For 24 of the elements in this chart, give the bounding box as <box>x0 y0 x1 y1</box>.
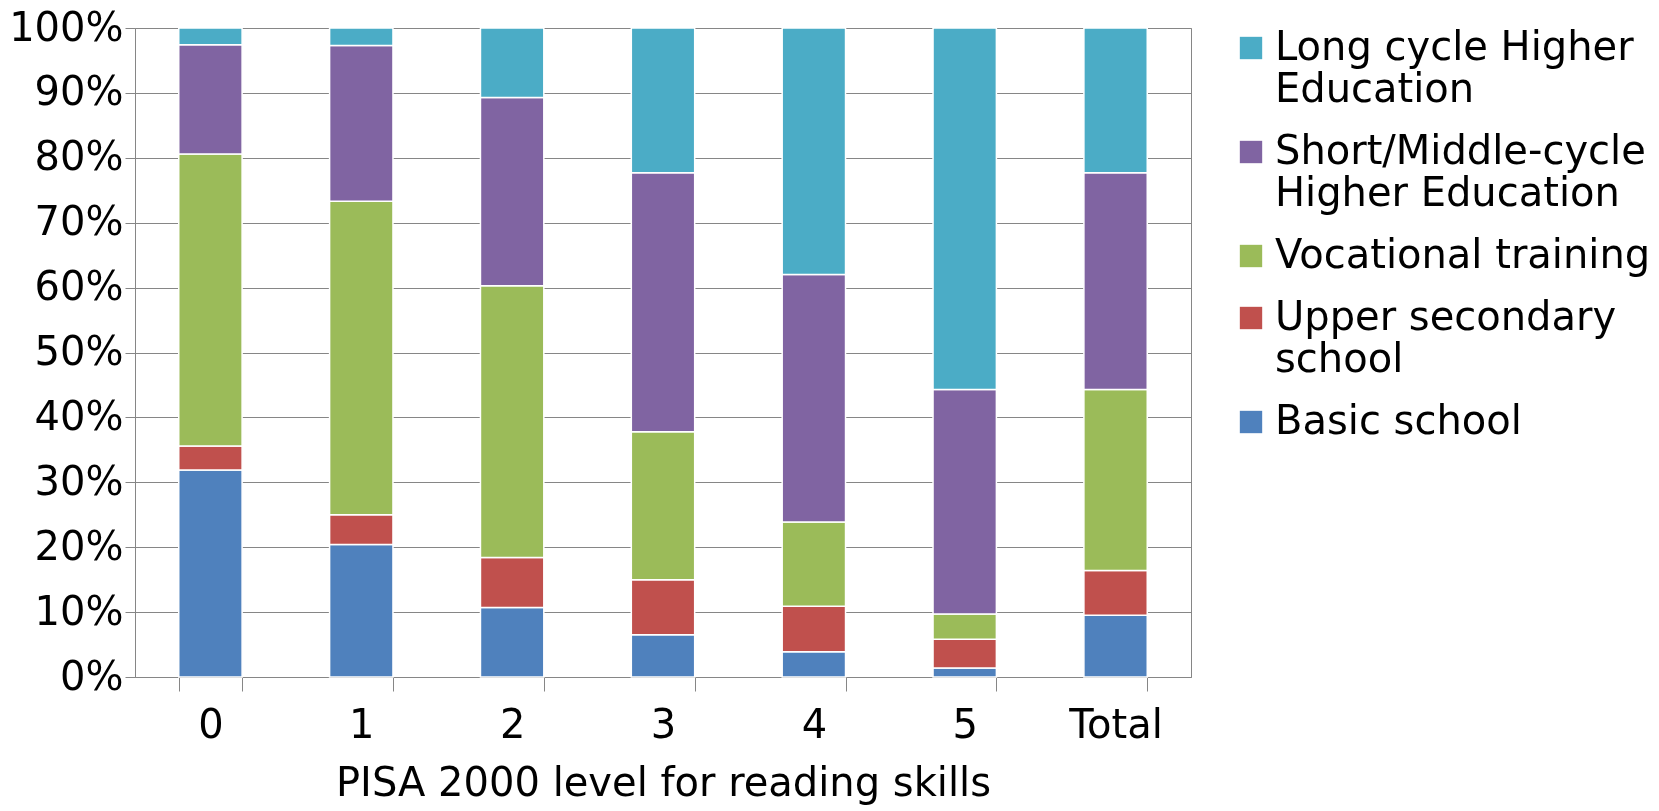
legend-label: Long cycle Higher Education <box>1275 23 1635 111</box>
legend-label: Short/Middle-cycle Higher Education <box>1275 127 1646 215</box>
x-tick-label: 3 <box>650 700 677 747</box>
y-tick-label: 60% <box>34 263 124 310</box>
y-tick-label: 90% <box>34 68 124 115</box>
x-tick-label: Total <box>1068 700 1163 747</box>
legend-label: Basic school <box>1275 397 1522 443</box>
x-tick-label: 2 <box>499 700 526 747</box>
y-tick-label: 100% <box>9 3 124 50</box>
x-tick-label: 1 <box>349 700 375 747</box>
legend-label: Upper secondary school <box>1275 293 1617 381</box>
x-tick-label: 4 <box>801 700 828 747</box>
y-tick-label: 40% <box>34 392 124 439</box>
x-tick-label: 5 <box>952 700 978 747</box>
x-axis-title: PISA 2000 level for reading skills <box>335 758 992 805</box>
y-tick-label: 50% <box>34 328 124 374</box>
y-tick-label: 0% <box>60 652 124 699</box>
y-tick-label: 70% <box>34 198 124 245</box>
y-tick-label: 80% <box>34 133 124 180</box>
y-tick-label: 20% <box>34 522 124 569</box>
y-tick-label: 10% <box>34 587 124 634</box>
legend-label: Vocational training <box>1275 231 1651 277</box>
x-tick-label: 0 <box>198 700 224 747</box>
y-tick-label: 30% <box>34 457 124 504</box>
